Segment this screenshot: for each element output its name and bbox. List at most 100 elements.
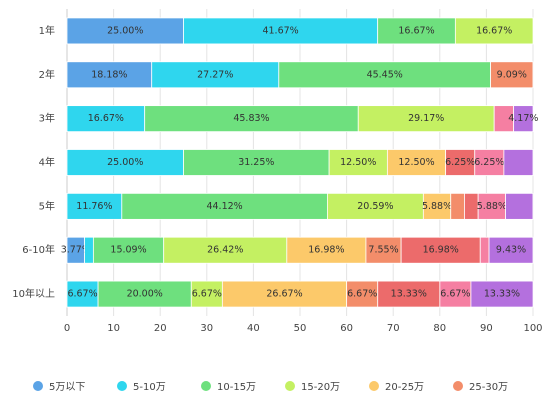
legend-marker — [453, 381, 463, 391]
bar-segment — [454, 17, 534, 45]
bar-segment — [97, 280, 192, 308]
data-label: 6.67% — [67, 289, 97, 300]
bar-segment — [503, 149, 534, 176]
legend-marker — [285, 381, 295, 391]
data-label: 16.67% — [398, 25, 434, 36]
data-label: 25.00% — [107, 25, 143, 36]
bar-segment — [327, 192, 424, 220]
legend-marker — [369, 381, 379, 391]
data-label: 25.00% — [107, 157, 143, 168]
data-label: 4.17% — [508, 113, 538, 124]
x-tick-label: 0 — [64, 323, 70, 334]
data-label: 16.67% — [88, 113, 124, 124]
bar-segment — [328, 149, 388, 176]
data-label: 12.50% — [340, 157, 376, 168]
bar-segment — [66, 17, 184, 45]
bar-segment — [151, 61, 280, 89]
bar-segment — [278, 61, 491, 89]
data-label: 9.09% — [497, 69, 527, 80]
legend-label: 15-20万 — [301, 382, 340, 393]
legend-marker — [33, 381, 43, 391]
bar-segment — [450, 192, 465, 220]
data-label: 6.67% — [440, 289, 470, 300]
data-label: 27.27% — [197, 69, 233, 80]
bar-segment — [190, 280, 223, 308]
data-label: 16.98% — [308, 245, 344, 256]
bar-segment — [445, 149, 476, 176]
data-label: 45.45% — [367, 69, 403, 80]
data-label: 41.67% — [262, 25, 298, 36]
legend-label: 25-30万 — [469, 382, 508, 393]
bar-segment — [346, 280, 379, 308]
bar-segment — [479, 236, 490, 264]
x-tick-label: 90 — [480, 323, 493, 334]
bar-segment — [66, 105, 146, 133]
data-label: 9.43% — [496, 245, 526, 256]
bar-segment — [439, 280, 472, 308]
data-label: 20.00% — [127, 289, 163, 300]
legend-marker — [201, 381, 211, 391]
data-label: 16.67% — [476, 25, 512, 36]
data-label: 7.55% — [368, 245, 398, 256]
data-label: 13.33% — [391, 289, 427, 300]
y-tick-label: 2年 — [39, 68, 55, 81]
bar-segment — [365, 236, 402, 264]
data-label: 18.18% — [91, 69, 127, 80]
x-tick-label: 40 — [247, 323, 260, 334]
y-tick-label: 6-10年 — [22, 243, 55, 256]
data-label: 15.09% — [110, 245, 146, 256]
bar-segment — [474, 149, 505, 176]
x-tick-label: 60 — [340, 323, 353, 334]
bar-segment — [66, 192, 123, 220]
legend-label: 20-25万 — [385, 382, 424, 393]
bar-segment — [377, 17, 456, 45]
bar-segment — [477, 192, 506, 220]
bar-segment — [470, 280, 534, 308]
data-label: 13.33% — [484, 289, 520, 300]
data-label: 31.25% — [238, 157, 274, 168]
legend-label: 5万以下 — [49, 382, 85, 393]
bar-segment — [66, 149, 184, 176]
data-label: 11.76% — [76, 201, 112, 212]
legend-label: 5-10万 — [133, 382, 166, 393]
x-tick-label: 80 — [433, 323, 446, 334]
y-tick-label: 5年 — [39, 199, 55, 212]
data-label: 29.17% — [408, 113, 444, 124]
bar-segment — [386, 149, 447, 176]
data-label: 20.59% — [357, 201, 393, 212]
data-label: 16.98% — [423, 245, 459, 256]
bar-segment — [221, 280, 348, 308]
data-label: 26.67% — [266, 289, 302, 300]
data-label: 6.67% — [192, 289, 222, 300]
y-tick-label: 1年 — [39, 24, 55, 37]
bar-segment — [505, 192, 534, 220]
bar-segment — [163, 236, 288, 264]
y-tick-label: 10年以上 — [12, 287, 55, 300]
y-tick-label: 4年 — [39, 156, 55, 169]
data-label: 12.50% — [398, 157, 434, 168]
bar-segment — [84, 236, 94, 264]
data-label: 6.25% — [474, 157, 504, 168]
bar-segment — [488, 236, 534, 264]
bar-segment — [66, 280, 99, 308]
bar-segment — [490, 61, 534, 89]
x-tick-label: 50 — [294, 323, 307, 334]
y-tick-label: 3年 — [39, 112, 55, 125]
bar-segment — [121, 192, 328, 220]
data-label: 3.77% — [61, 245, 91, 256]
bar-segment — [286, 236, 367, 264]
data-label: 26.42% — [207, 245, 243, 256]
data-label: 5.88% — [422, 201, 452, 212]
data-label: 45.83% — [233, 113, 269, 124]
bar-segment — [183, 17, 379, 45]
bar-segment — [422, 192, 452, 220]
data-label: 6.67% — [347, 289, 377, 300]
x-tick-label: 70 — [387, 323, 400, 334]
data-label: 44.12% — [206, 201, 242, 212]
x-tick-label: 20 — [154, 323, 167, 334]
x-tick-label: 10 — [107, 323, 120, 334]
bar-segment — [513, 105, 534, 133]
legend-marker — [117, 381, 127, 391]
bar-segment — [183, 149, 330, 176]
